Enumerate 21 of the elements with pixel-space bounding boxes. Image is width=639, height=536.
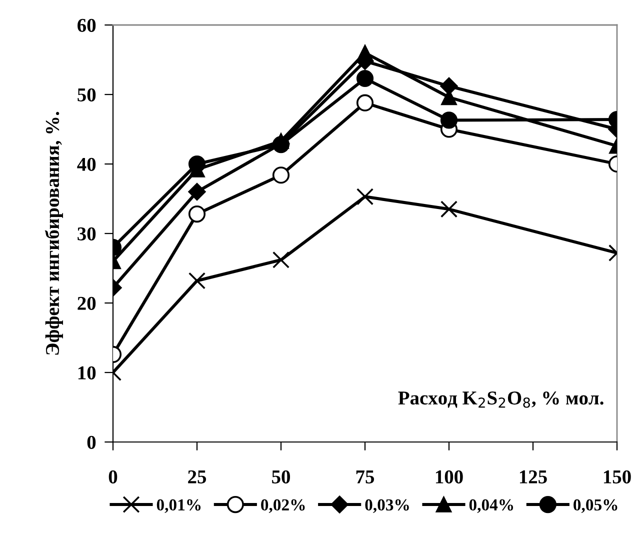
legend-label: 0,03% (365, 499, 409, 513)
y-tick-label: 0 (87, 436, 96, 449)
x-axis-title: Расход K$_{2}$S$_{2}$O$_{8}$, % мол. (398, 391, 604, 408)
x-tick-label: 125 (520, 470, 547, 484)
y-tick-label: 30 (78, 227, 96, 240)
y-tick-label: 50 (78, 88, 96, 102)
legend-label: 0,05% (574, 499, 618, 513)
y-axis-title: Эффект ингибирования, %. (44, 112, 63, 355)
legend-label: 0,02% (261, 499, 305, 513)
x-tick-label: 75 (356, 470, 374, 484)
x-tick-label: 50 (272, 470, 290, 484)
x-tick-label: 0 (108, 470, 118, 484)
y-tick-label: 60 (78, 18, 96, 32)
y-tick-label: 10 (78, 366, 96, 380)
legend-label: 0,04% (469, 499, 514, 513)
legend-label: 0,01% (156, 499, 201, 513)
x-tick-label: 150 (604, 470, 631, 484)
y-tick-label: 40 (77, 158, 96, 171)
x-tick-label: 25 (188, 470, 206, 484)
y-tick-label: 20 (78, 296, 96, 310)
x-tick-label: 100 (436, 470, 463, 484)
